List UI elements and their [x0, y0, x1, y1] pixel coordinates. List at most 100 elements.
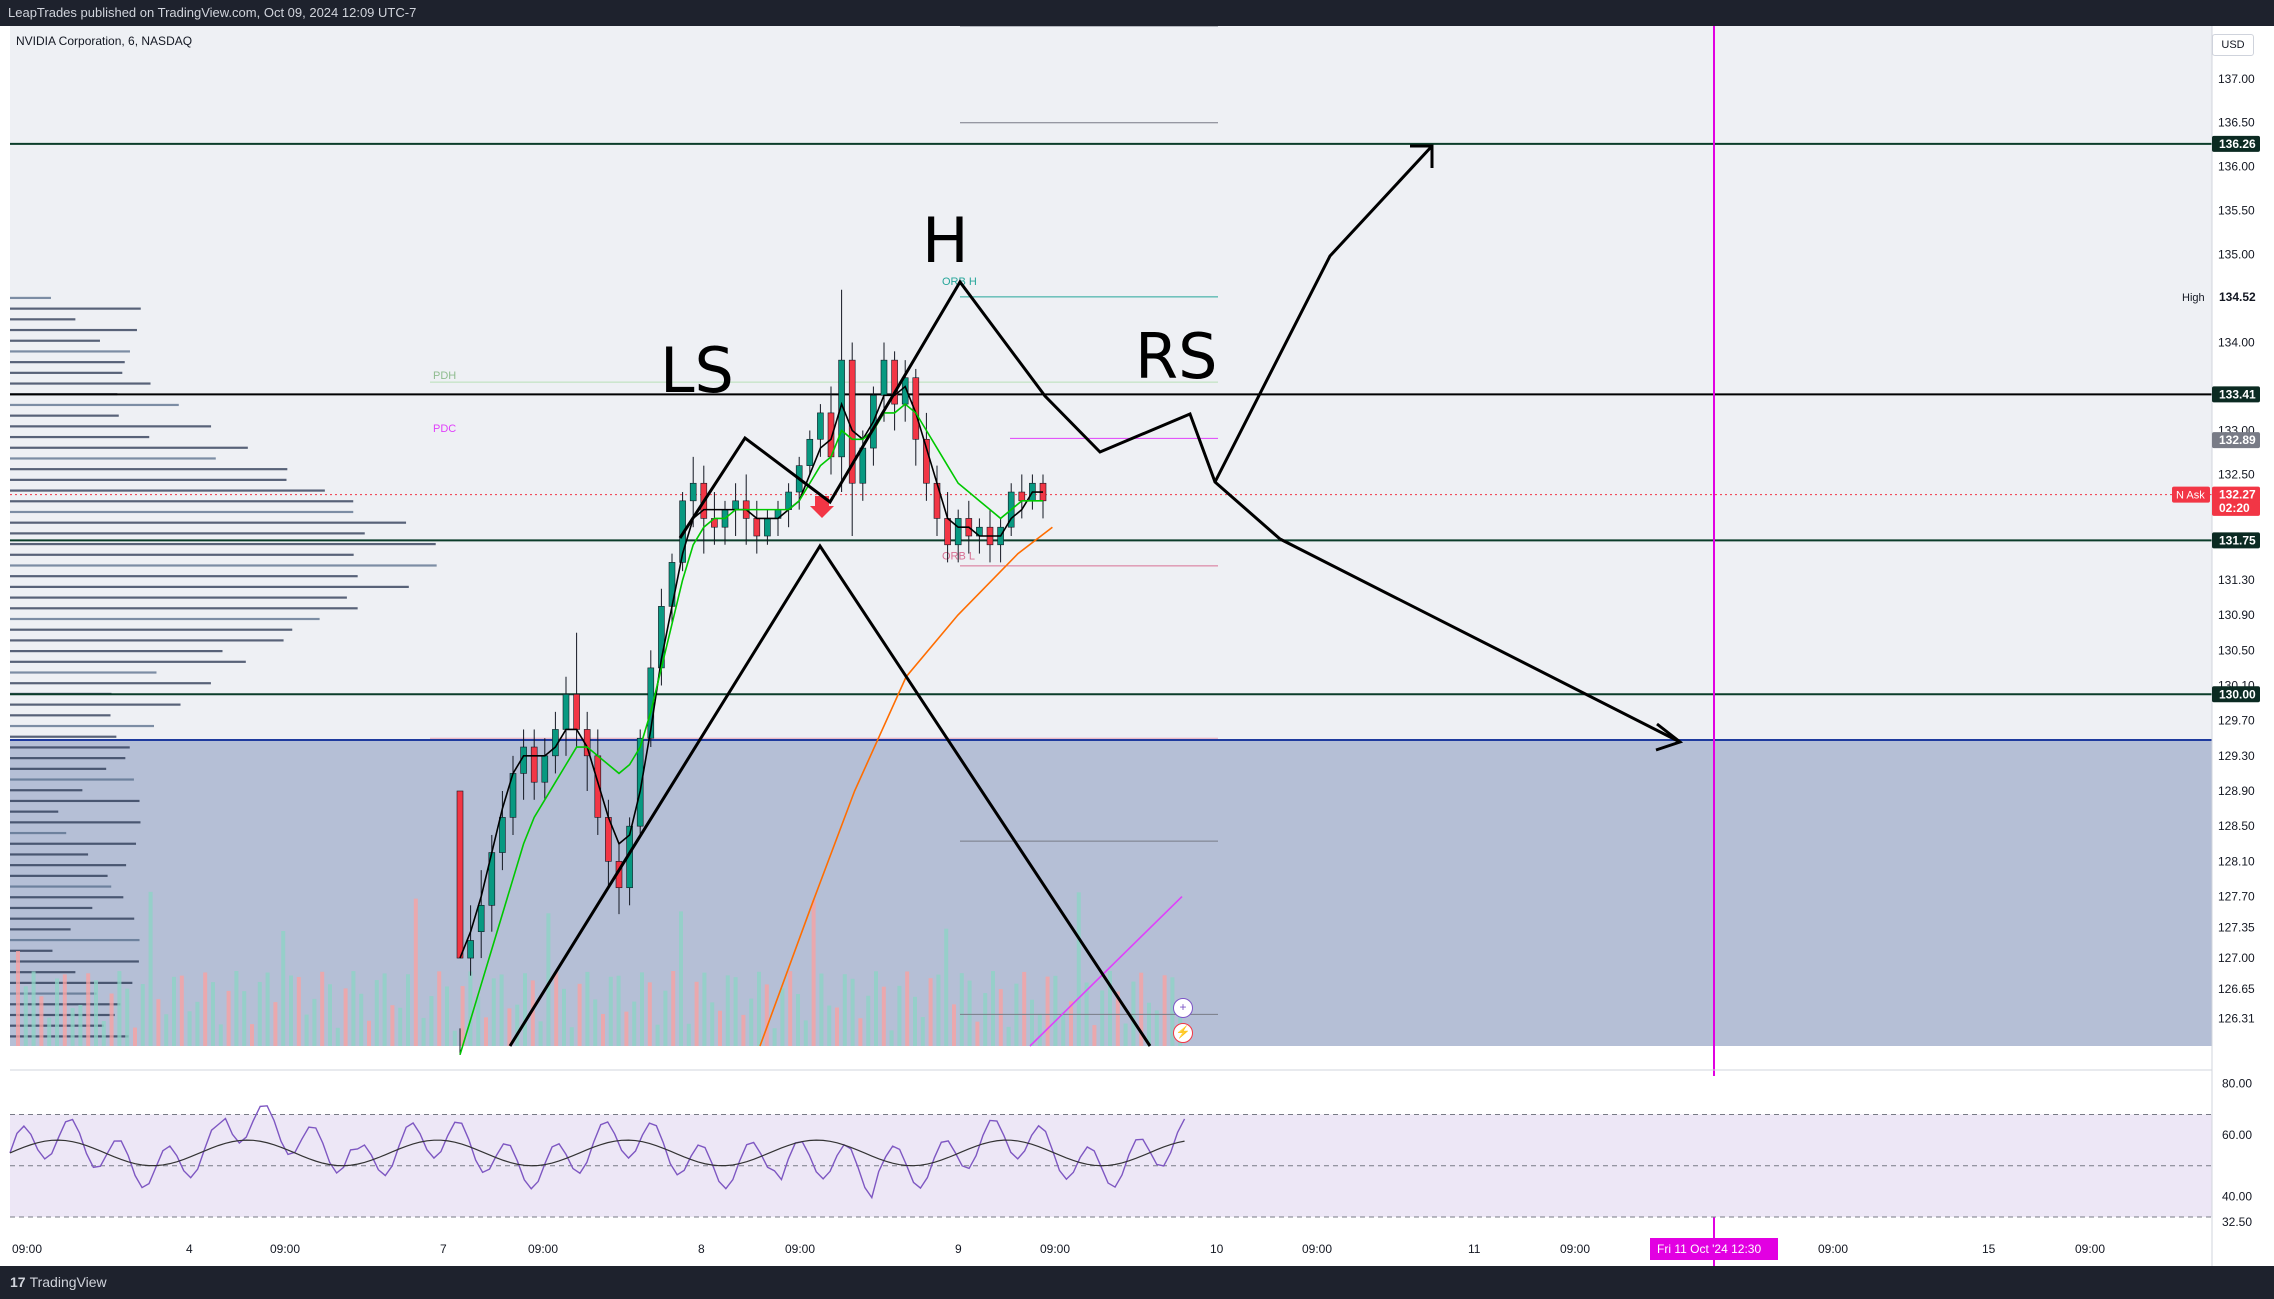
- volume-bar: [281, 931, 286, 1046]
- x-tick-label: 8: [698, 1242, 705, 1256]
- y-tick-label: 128.90: [2218, 784, 2255, 798]
- candle-body: [562, 693, 570, 730]
- volume-bar: [928, 978, 933, 1046]
- lightning-icon[interactable]: ⚡: [1173, 1023, 1193, 1043]
- y-tick-label: 127.35: [2218, 920, 2255, 934]
- price-tag-caption: N Ask: [2176, 490, 2205, 502]
- rsi-line: [9, 1105, 1186, 1200]
- price-tag-label: 133.41: [2219, 387, 2256, 401]
- volume-bar: [601, 1013, 605, 1046]
- volume-profile-bar: [10, 585, 409, 588]
- y-tick-label: 136.00: [2218, 160, 2255, 174]
- candle-body: [806, 438, 814, 466]
- volume-bar: [460, 986, 465, 1046]
- x-tick-label: 09:00: [1302, 1242, 1332, 1256]
- y-tick-label: 135.50: [2218, 204, 2255, 218]
- volume-profile-bar: [10, 799, 140, 803]
- volume-profile-bar: [10, 542, 436, 546]
- arrowhead-up: [1410, 144, 1434, 168]
- volume-bar: [1069, 1001, 1073, 1046]
- volume-bar: [1092, 1025, 1097, 1046]
- volume-bar: [1061, 1011, 1066, 1046]
- x-tick-label: 4: [186, 1242, 193, 1256]
- volume-bar: [733, 977, 738, 1046]
- rsi-axis-label: 60.00: [2222, 1128, 2252, 1142]
- volume-profile-bar: [10, 767, 107, 770]
- volume-profile-bar: [10, 917, 135, 920]
- volume-bar: [86, 973, 91, 1046]
- volume-bar: [905, 971, 910, 1046]
- volume-bar: [679, 911, 683, 1046]
- volume-bar: [211, 982, 215, 1046]
- volume-profile-bar: [10, 446, 248, 449]
- volume-bar: [398, 1007, 403, 1046]
- tradingview-logo[interactable]: 17 TradingView: [10, 1274, 107, 1290]
- volume-bar: [1045, 976, 1050, 1046]
- volume-profile-bar: [10, 757, 126, 760]
- volume-profile-bar: [10, 671, 157, 674]
- rsi-axis-label: 40.00: [2222, 1189, 2252, 1203]
- currency-button[interactable]: USD: [2212, 34, 2254, 56]
- volume-profile-bar: [10, 596, 347, 599]
- volume-bar: [585, 971, 590, 1046]
- volume-bar: [437, 971, 442, 1046]
- volume-bar: [70, 1008, 75, 1046]
- symbol-title: NVIDIA Corporation, 6, NASDAQ: [16, 34, 193, 48]
- candle-body: [753, 518, 761, 537]
- volume-bar: [710, 1002, 715, 1046]
- candle-body: [817, 412, 824, 440]
- arrowhead-down: [1655, 722, 1684, 752]
- volume-bar: [1006, 1026, 1011, 1046]
- volume-bar: [289, 975, 293, 1046]
- volume-profile-bar: [10, 853, 89, 856]
- volume-bar: [226, 990, 231, 1046]
- volume-profile-bar: [10, 350, 130, 353]
- volume-profile-bar: [10, 1013, 115, 1017]
- volume-profile-bar: [10, 896, 124, 899]
- volume-bar: [811, 899, 816, 1046]
- volume-bar: [351, 971, 356, 1046]
- volume-profile-bar: [10, 478, 287, 481]
- volume-profile-bar: [10, 874, 108, 877]
- hand-drawn-line: [1213, 144, 1434, 483]
- y-tick-label: 131.30: [2218, 573, 2255, 587]
- candle-body: [530, 746, 538, 783]
- candle-body: [1018, 491, 1026, 502]
- volume-profile-bar: [10, 318, 76, 321]
- volume-bar: [23, 986, 28, 1046]
- volume-bar: [663, 990, 668, 1046]
- volume-bar: [1108, 971, 1112, 1046]
- rsi-signal-line: [9, 1139, 1185, 1167]
- volume-bar: [1147, 1002, 1151, 1046]
- volume-bar: [101, 1021, 106, 1046]
- ema-mid-line: [459, 403, 1043, 1056]
- volume-bar: [562, 988, 566, 1046]
- volume-bar: [335, 1027, 340, 1046]
- candle-body: [838, 359, 845, 458]
- volume-bar: [632, 1001, 637, 1046]
- candle-body: [456, 790, 464, 959]
- y-tick-label: 129.30: [2218, 749, 2255, 763]
- magenta-trendline: [1029, 895, 1183, 1047]
- volume-bar: [803, 1020, 808, 1046]
- price-tag-label: 132.27: [2219, 488, 2256, 502]
- volume-profile-bar: [10, 746, 130, 749]
- volume-profile-bar: [10, 457, 216, 460]
- pattern-label: LS: [660, 334, 734, 407]
- plus-icon[interactable]: +: [1173, 998, 1193, 1018]
- volume-bar: [203, 972, 208, 1046]
- price-tag-label: 134.52: [2219, 290, 2256, 304]
- volume-bar: [1123, 1023, 1128, 1046]
- volume-bar: [616, 975, 621, 1046]
- volume-bar: [694, 981, 699, 1046]
- volume-bar: [757, 971, 761, 1046]
- volume-bar: [187, 1011, 192, 1046]
- candle-body: [859, 447, 867, 484]
- volume-bar: [445, 986, 449, 1046]
- volume-profile-bar: [10, 831, 67, 835]
- volume-bar: [78, 1004, 83, 1046]
- x-tick-label: 09:00: [12, 1242, 42, 1256]
- top-bar: LeapTrades published on TradingView.com,…: [0, 0, 2274, 26]
- volume-bar: [406, 974, 410, 1046]
